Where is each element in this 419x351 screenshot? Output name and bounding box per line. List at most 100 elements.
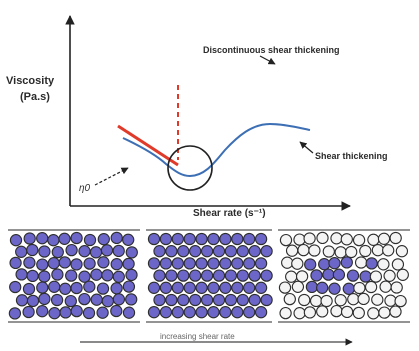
panel-2 (146, 229, 272, 323)
particle (171, 306, 184, 319)
particle (297, 243, 310, 257)
increasing-shear-rate-label: increasing shear rate (160, 332, 235, 341)
particle (305, 280, 319, 294)
particle (224, 269, 238, 282)
particle (330, 304, 343, 318)
particle (171, 281, 184, 294)
transition-circle (167, 145, 213, 191)
particle (293, 233, 306, 246)
x-axis-label: Shear rate (s⁻¹) (193, 208, 266, 219)
particle (293, 307, 306, 320)
particle (364, 280, 378, 294)
eta0-arrow (94, 167, 129, 186)
particle (390, 281, 403, 294)
particle (278, 281, 292, 294)
particle (89, 246, 103, 259)
particle (330, 232, 343, 245)
particle (36, 232, 49, 245)
particle (342, 282, 355, 295)
particle (352, 233, 366, 247)
particle (96, 282, 110, 295)
particle (78, 270, 91, 283)
particle (309, 294, 323, 308)
particle (369, 270, 383, 283)
particle (279, 233, 293, 247)
particle (122, 257, 135, 271)
particle (82, 306, 96, 320)
particle (354, 256, 368, 269)
particle (345, 245, 358, 259)
particle (357, 292, 370, 306)
particle (9, 234, 23, 247)
particle (285, 270, 298, 283)
particle (207, 232, 220, 246)
particle (328, 257, 341, 270)
particle (83, 233, 97, 247)
particle (334, 246, 347, 259)
particle (340, 305, 354, 319)
particle (371, 293, 384, 306)
particle (389, 231, 402, 245)
particle (101, 295, 114, 308)
particle (303, 232, 316, 245)
particle (367, 307, 380, 320)
particle (51, 268, 64, 281)
particle (122, 280, 136, 293)
particle (177, 293, 190, 307)
particle (177, 245, 190, 258)
particle (183, 232, 196, 246)
particle (50, 293, 64, 307)
particle (291, 280, 305, 293)
particle (231, 257, 244, 270)
particle (58, 232, 71, 245)
particle (254, 281, 268, 294)
particle (38, 270, 51, 283)
particle (298, 293, 311, 307)
particle (90, 293, 103, 306)
particle (147, 306, 161, 319)
particle (200, 293, 214, 307)
particle (159, 257, 173, 270)
particle (36, 305, 49, 318)
particle (159, 281, 173, 294)
particle (110, 282, 123, 295)
particle (382, 244, 395, 257)
particle (322, 245, 335, 258)
particle (58, 256, 71, 269)
particle (391, 258, 405, 271)
particle (231, 232, 244, 246)
particle (248, 269, 261, 282)
particle (171, 232, 184, 246)
particle (38, 245, 51, 258)
particle (189, 293, 202, 307)
particle (207, 306, 220, 319)
particle (47, 234, 60, 247)
particle (26, 243, 39, 257)
particle (254, 232, 268, 246)
particle (195, 306, 208, 319)
particle (147, 257, 161, 270)
particle (183, 306, 196, 319)
particle (394, 294, 407, 308)
particle (65, 269, 78, 282)
annotation-shear-thickening: Shear thickening (315, 151, 388, 161)
particle (159, 306, 173, 319)
particle (367, 233, 380, 246)
particle (365, 257, 378, 270)
particle (207, 257, 220, 270)
particle (303, 306, 317, 319)
particle (359, 270, 372, 283)
particle (260, 245, 273, 258)
particle (332, 268, 346, 281)
particle (83, 257, 96, 270)
particle (231, 281, 244, 294)
particle (334, 294, 347, 307)
particle (281, 256, 294, 269)
particle (165, 293, 178, 307)
particle (219, 281, 232, 294)
particle (15, 268, 28, 281)
particle (384, 294, 397, 307)
particle (328, 282, 341, 295)
eta0-label: η0 (79, 183, 91, 194)
